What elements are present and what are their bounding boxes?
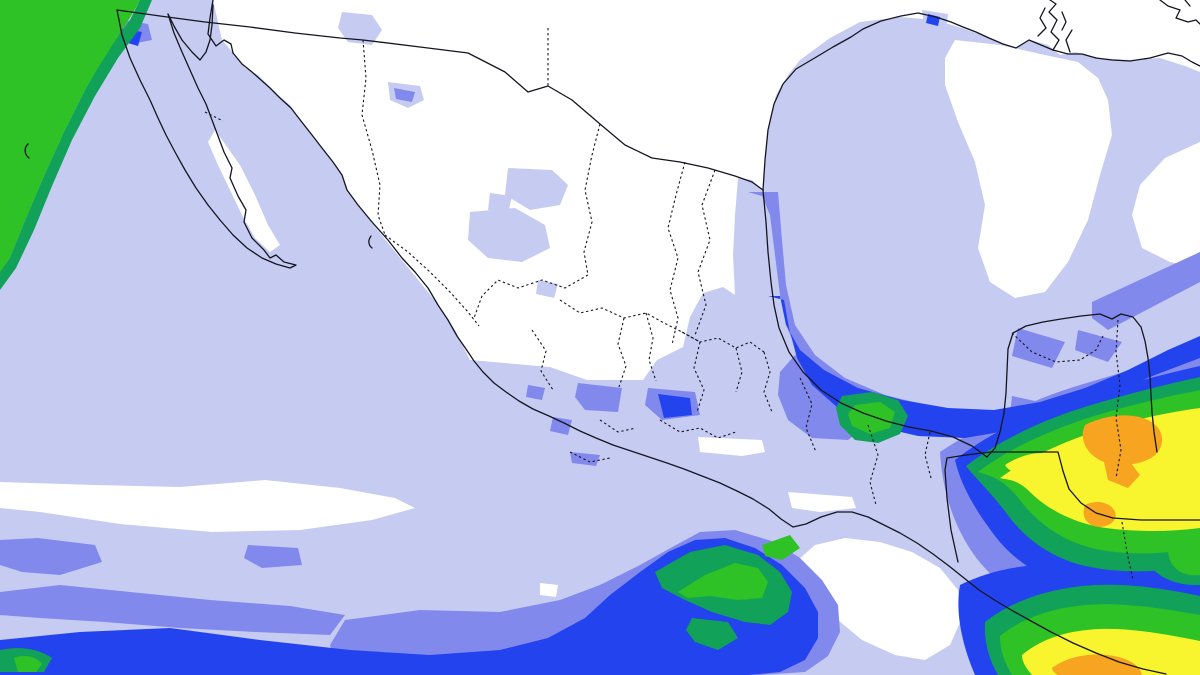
dry-area: [798, 538, 962, 660]
precip-area: [1005, 453, 1064, 478]
pacific-coast: [232, 52, 1167, 675]
state-border: [694, 169, 716, 336]
precip-area: [0, 538, 818, 675]
dry-area: [208, 130, 280, 252]
precip-area: [0, 585, 345, 635]
precip-layer-extreme: [1052, 415, 1163, 675]
state-border: [569, 451, 611, 463]
state-border: [599, 419, 637, 433]
state-border: [361, 39, 386, 236]
precip-area: [468, 208, 550, 262]
state-border: [473, 274, 589, 319]
dry-area: [788, 492, 856, 512]
precip-area: [762, 535, 800, 560]
state-border: [204, 111, 224, 122]
state-border: [583, 123, 601, 276]
state-border: [1011, 332, 1104, 363]
northeast-corner-coast: [1159, 0, 1200, 25]
precip-area: [658, 394, 692, 418]
dry-pockets: [0, 40, 1200, 660]
mississippi-delta-coast: [1037, 0, 1073, 53]
precip-area: [0, 538, 102, 575]
state-border: [1115, 319, 1122, 479]
gulf-of-mexico-coast: [762, 189, 988, 458]
dry-area: [1132, 142, 1200, 268]
island-outline: [24, 143, 373, 249]
coastline-layer: [24, 0, 1200, 675]
state-border: [384, 234, 480, 327]
guatemala-border: [944, 451, 1200, 563]
precip-area: [575, 383, 622, 412]
precip-area: [1168, 548, 1200, 576]
precip-area: [338, 12, 382, 45]
state-border: [559, 299, 701, 343]
precip-area: [526, 385, 545, 400]
dry-area: [945, 40, 1112, 298]
sonora-coast: [207, 0, 234, 54]
state-border: [645, 312, 657, 382]
precip-area: [0, 0, 140, 272]
baja-california-coast: [116, 9, 297, 269]
precip-area: [394, 88, 415, 102]
state-border: [681, 331, 765, 353]
state-border: [667, 161, 686, 346]
precip-area: [1012, 328, 1065, 368]
precip-area: [848, 402, 895, 434]
state-border: [617, 317, 627, 388]
texas-gulf-coast: [762, 12, 1054, 191]
precip-area: [1104, 462, 1140, 488]
state-border: [693, 341, 705, 413]
precip-area: [244, 545, 302, 568]
state-border: [659, 419, 737, 439]
louisiana-coast: [1052, 49, 1200, 67]
precip-area: [678, 563, 768, 600]
state-border: [799, 377, 817, 453]
dry-area: [540, 583, 558, 597]
precip-area: [1082, 415, 1163, 465]
precip-area: [536, 280, 558, 298]
dry-area: [698, 437, 765, 456]
precip-area: [1092, 252, 1200, 330]
state-border-layer: [204, 28, 1134, 581]
yucatan-coast: [986, 313, 1158, 458]
precip-area: [505, 168, 568, 210]
precip-area: [686, 618, 738, 650]
state-border: [1121, 521, 1134, 581]
precip-area: [550, 417, 572, 435]
precip-area: [1052, 654, 1142, 675]
dry-area: [0, 480, 415, 532]
state-border: [763, 351, 773, 413]
state-border: [867, 424, 879, 506]
precip-area: [14, 656, 42, 672]
colorado-delta-coast: [167, 4, 214, 61]
precip-area: [0, 0, 152, 290]
precip-area: [488, 193, 512, 214]
state-border: [531, 329, 554, 391]
us-mexico-border: [116, 9, 764, 191]
